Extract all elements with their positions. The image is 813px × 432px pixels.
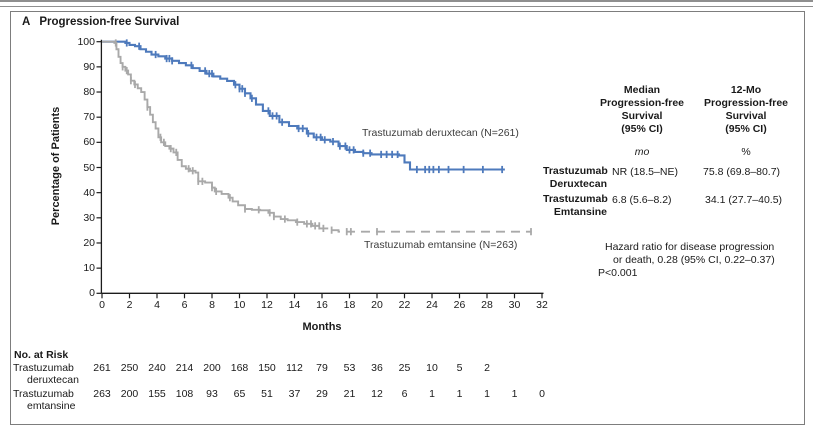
at-risk-count: 21 <box>343 388 356 400</box>
x-tick-label: 0 <box>99 299 105 311</box>
at-risk-row2-label-line1: Trastuzumab <box>13 388 74 400</box>
at-risk-row1-label-line2: deruxtecan <box>27 374 79 386</box>
stats-unit-median: mo <box>634 146 650 158</box>
stats-unit-12mo: % <box>741 146 751 158</box>
at-risk-count: 250 <box>120 362 139 374</box>
at-risk-count: 240 <box>148 362 166 374</box>
at-risk-count: 214 <box>175 362 194 374</box>
at-risk-count: 37 <box>288 388 301 400</box>
y-tick-label: 10 <box>83 262 95 275</box>
y-tick-label: 20 <box>83 236 95 249</box>
at-risk-row2-label-line2: emtansine <box>27 400 76 412</box>
at-risk-count: 108 <box>175 388 194 400</box>
x-tick-label: 16 <box>316 299 328 311</box>
stats-row1-median: NR (18.5–NE) <box>612 166 678 178</box>
at-risk-count: 168 <box>230 362 249 374</box>
x-tick-label: 32 <box>536 299 548 311</box>
curve-label-deruxtecan: Trastuzumab deruxtecan (N=261) <box>362 127 519 139</box>
hazard-note-line2: or death, 0.28 (95% CI, 0.22–0.37) <box>613 254 775 266</box>
stats-row1-12mo: 75.8 (69.8–80.7) <box>703 166 781 178</box>
at-risk-count: 36 <box>371 362 383 374</box>
top-divider-rule <box>0 0 813 7</box>
stats-row2-median: 6.8 (5.6–8.2) <box>612 194 672 206</box>
at-risk-count: 10 <box>426 362 438 374</box>
at-risk-count: 1 <box>511 388 518 400</box>
y-tick-label: 100 <box>77 35 95 48</box>
at-risk-count: 150 <box>258 362 276 374</box>
at-risk-count: 200 <box>120 388 139 400</box>
panel-title: A Progression-free Survival <box>22 16 179 28</box>
at-risk-count: 29 <box>316 388 328 400</box>
km-curve-emtansine-dashed <box>319 227 532 233</box>
x-axis-title: Months <box>302 321 342 333</box>
at-risk-count: 53 <box>343 362 356 374</box>
y-tick-label: 50 <box>83 161 95 174</box>
y-axis-title: Percentage of Patients <box>50 106 62 226</box>
at-risk-title: No. at Risk <box>14 349 69 361</box>
x-tick-label: 2 <box>126 299 133 311</box>
stats-header-12mo: 12-Mo Progression-free Survival (95% CI) <box>703 84 789 135</box>
y-tick-label: 30 <box>83 211 95 224</box>
y-tick-label: 0 <box>89 287 95 300</box>
x-tick-label: 30 <box>508 299 521 311</box>
hazard-note-line1: Hazard ratio for disease progression <box>605 241 775 253</box>
at-risk-count: 1 <box>456 388 463 400</box>
x-tick-label: 26 <box>453 299 466 311</box>
at-risk-count: 51 <box>261 388 273 400</box>
at-risk-count: 65 <box>233 388 246 400</box>
x-tick-label: 10 <box>233 299 246 311</box>
p-value: P<0.001 <box>598 267 638 279</box>
at-risk-count: 2 <box>484 362 490 374</box>
at-risk-count: 5 <box>456 362 463 374</box>
x-tick-label: 12 <box>261 299 273 311</box>
x-tick-label: 8 <box>209 299 215 311</box>
y-tick-label: 40 <box>83 186 95 199</box>
at-risk-count: 200 <box>203 362 221 374</box>
at-risk-count: 261 <box>93 362 111 374</box>
x-tick-label: 22 <box>398 299 411 311</box>
x-tick-label: 14 <box>288 299 301 311</box>
km-curve-emtansine-solid <box>102 40 320 227</box>
y-tick-label: 80 <box>83 86 95 99</box>
km-curve-deruxtecan <box>102 40 505 171</box>
stats-row2-label: Trastuzumab Emtansine <box>543 193 608 218</box>
x-tick-label: 24 <box>426 299 438 311</box>
y-tick-label: 60 <box>83 136 95 149</box>
y-tick-label: 90 <box>83 60 95 73</box>
hazard-ratio-note: Hazard ratio for disease progression or … <box>598 241 810 280</box>
stats-row2-12mo: 34.1 (27.7–40.5) <box>705 194 783 206</box>
at-risk-count: 155 <box>148 388 166 400</box>
at-risk-row1-label-line1: Trastuzumab <box>13 362 74 374</box>
x-tick-label: 6 <box>181 299 188 311</box>
panel-title-text: Progression-free Survival <box>39 16 180 28</box>
x-tick-label: 28 <box>481 299 493 311</box>
panel-border <box>10 11 805 425</box>
at-risk-count: 1 <box>484 388 490 400</box>
x-tick-label: 20 <box>371 299 383 311</box>
at-risk-count: 1 <box>429 388 435 400</box>
stats-header-median: Median Progression-free Survival (95% CI… <box>599 84 685 135</box>
at-risk-count: 263 <box>93 388 111 400</box>
at-risk-count: 0 <box>539 388 545 400</box>
at-risk-count: 93 <box>206 388 218 400</box>
at-risk-count: 12 <box>371 388 383 400</box>
x-tick-label: 4 <box>154 299 160 311</box>
at-risk-count: 79 <box>316 362 328 374</box>
stats-row1-label: Trastuzumab Deruxtecan <box>543 165 608 190</box>
at-risk-count: 112 <box>286 362 303 374</box>
y-tick-label: 70 <box>83 111 95 124</box>
x-tick-label: 18 <box>343 299 356 311</box>
at-risk-count: 25 <box>398 362 411 374</box>
curve-label-emtansine: Trastuzumab emtansine (N=263) <box>364 239 518 251</box>
at-risk-count: 6 <box>401 388 408 400</box>
panel-letter: A <box>22 16 31 28</box>
